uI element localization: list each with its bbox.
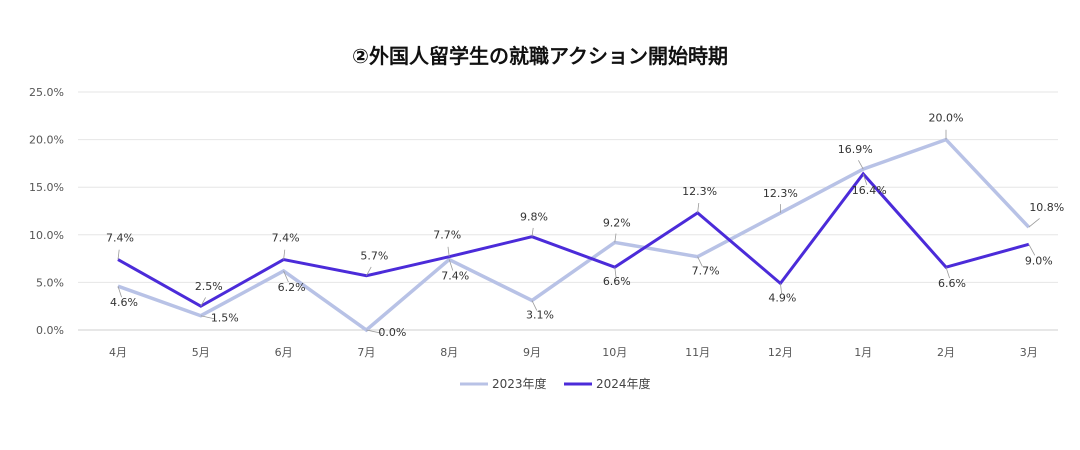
data-label: 6.2% xyxy=(278,281,306,294)
data-label: 6.6% xyxy=(938,277,966,290)
label-leader xyxy=(283,249,286,260)
data-label: 2.5% xyxy=(195,280,223,293)
data-label: 7.7% xyxy=(433,229,461,242)
x-tick-label: 4月 xyxy=(109,346,127,359)
y-tick-label: 0.0% xyxy=(36,324,64,337)
label-leader xyxy=(697,256,703,267)
legend-label: 2024年度 xyxy=(596,376,651,391)
x-tick-label: 3月 xyxy=(1020,346,1038,359)
label-leader xyxy=(945,267,950,279)
data-label: 4.6% xyxy=(110,296,138,309)
label-leader xyxy=(283,270,289,283)
y-tick-label: 25.0% xyxy=(29,86,64,99)
data-label: 3.1% xyxy=(526,308,554,321)
label-leader xyxy=(531,300,538,311)
data-label: 6.6% xyxy=(603,275,631,288)
data-label: 1.5% xyxy=(211,312,239,325)
label-leader xyxy=(531,227,534,237)
data-label: 9.2% xyxy=(603,216,631,229)
series-line-2024年度 xyxy=(117,171,1030,308)
data-label: 12.3% xyxy=(763,187,798,200)
data-label: 5.7% xyxy=(360,250,388,263)
label-leader xyxy=(858,160,864,170)
y-tick-label: 10.0% xyxy=(29,229,64,242)
data-label: 16.4% xyxy=(852,184,887,197)
x-tick-label: 5月 xyxy=(192,346,210,359)
x-tick-label: 12月 xyxy=(768,346,793,359)
label-leader xyxy=(614,233,617,243)
x-tick-label: 6月 xyxy=(275,346,293,359)
label-leader xyxy=(1028,218,1040,228)
chart-title: ②外国人留学生の就職アクション開始時期 xyxy=(352,44,728,68)
x-tick-label: 8月 xyxy=(440,346,458,359)
x-tick-label: 11月 xyxy=(685,346,710,359)
data-label: 0.0% xyxy=(378,326,406,339)
x-tick-label: 7月 xyxy=(357,346,375,359)
label-leader xyxy=(200,315,216,320)
label-leader xyxy=(697,202,700,213)
data-label: 7.4% xyxy=(441,270,469,283)
label-leader xyxy=(366,266,372,276)
label-leader xyxy=(614,267,617,278)
x-tick-label: 10月 xyxy=(602,346,627,359)
label-leader xyxy=(862,173,868,185)
series-line-2023年度 xyxy=(117,137,1031,333)
label-leader xyxy=(366,329,383,334)
data-label: 10.8% xyxy=(1029,201,1064,214)
label-leader xyxy=(200,297,206,307)
label-leader xyxy=(117,286,122,298)
x-tick-label: 1月 xyxy=(854,346,872,359)
label-leader xyxy=(447,246,450,257)
data-label: 7.4% xyxy=(272,232,300,245)
label-leader xyxy=(448,259,454,271)
y-tick-label: 20.0% xyxy=(29,134,64,147)
y-tick-label: 5.0% xyxy=(36,276,64,289)
data-label: 4.9% xyxy=(768,291,796,304)
data-label: 7.4% xyxy=(106,232,134,245)
data-label: 20.0% xyxy=(929,112,964,125)
data-label: 7.7% xyxy=(692,265,720,278)
y-tick-label: 15.0% xyxy=(29,181,64,194)
data-label: 16.9% xyxy=(838,143,873,156)
x-tick-label: 2月 xyxy=(937,346,955,359)
data-label: 12.3% xyxy=(682,185,717,198)
legend-label: 2023年度 xyxy=(492,376,547,391)
label-leader xyxy=(780,283,782,294)
data-label: 9.8% xyxy=(520,211,548,224)
label-leader xyxy=(117,249,120,260)
label-leader xyxy=(1028,244,1036,256)
data-label: 9.0% xyxy=(1025,254,1053,267)
x-tick-label: 9月 xyxy=(523,346,541,359)
